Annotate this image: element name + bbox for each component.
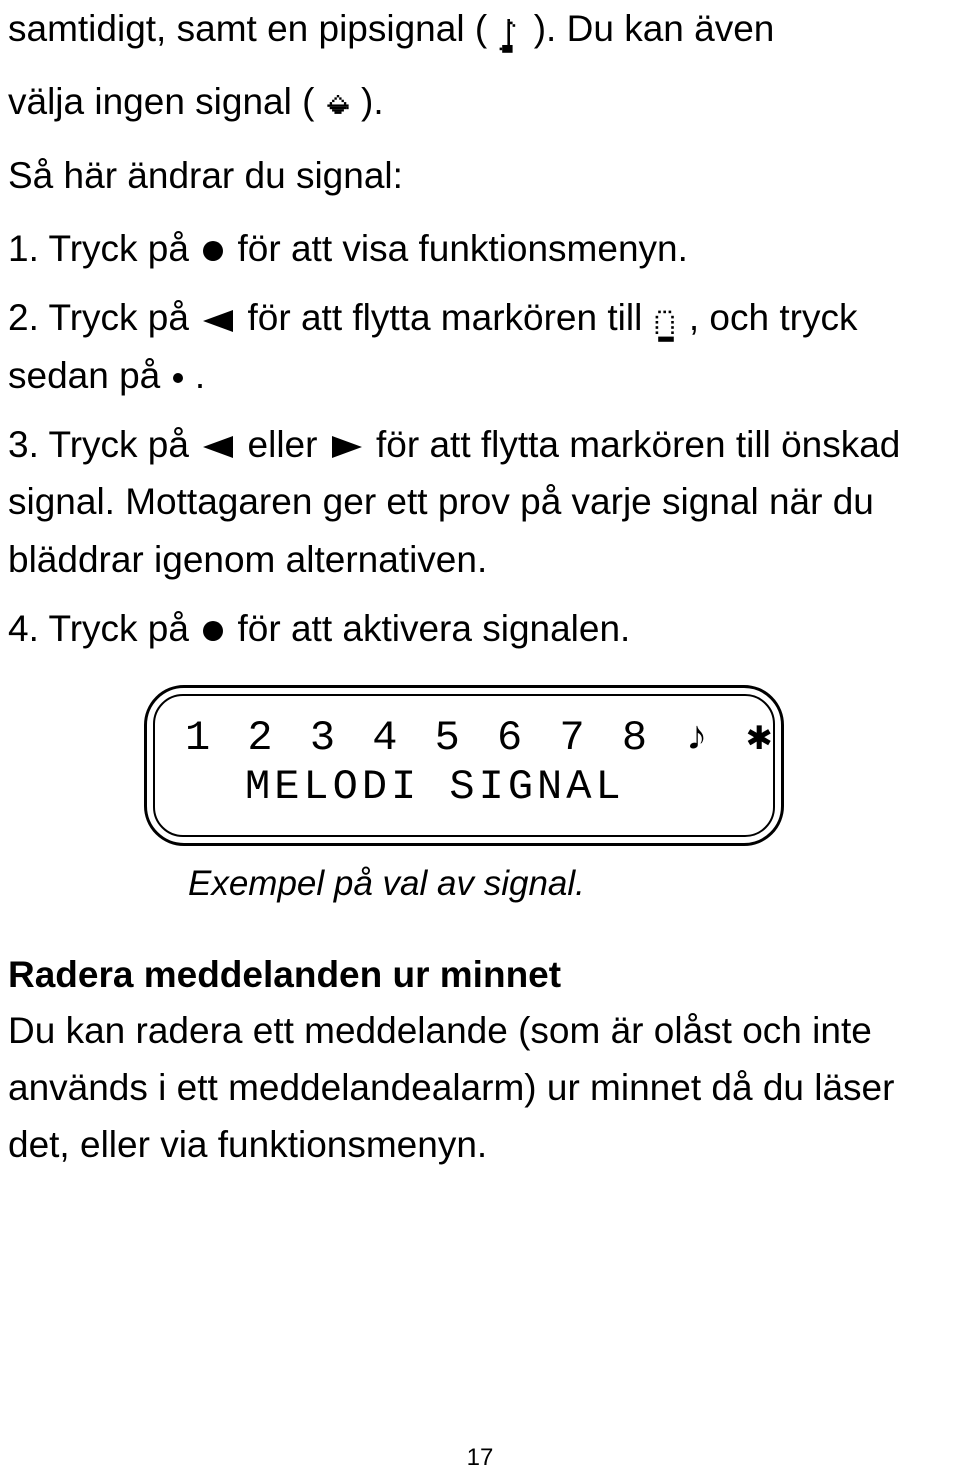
text: för att aktivera signalen. [238, 608, 631, 649]
step-2: 2. Tryck på för att flytta markören till… [8, 289, 920, 404]
section-body: Du kan radera ett meddelande (som är olå… [8, 1002, 920, 1174]
lcd-display: 1 2 3 4 5 6 7 8 ♪ ✱ MELODI SIGNAL [144, 685, 784, 845]
page-number: 17 [0, 1444, 960, 1472]
text: eller [248, 424, 328, 465]
text: 3. Tryck på [8, 424, 199, 465]
step-3: 3. Tryck på eller för att flytta marköre… [8, 416, 920, 588]
text: ). Du kan även [534, 8, 775, 49]
dot-icon [203, 621, 223, 641]
text: 1. Tryck på [8, 228, 199, 269]
text: välja ingen signal ( [8, 81, 314, 122]
lcd-row-1: 1 2 3 4 5 6 7 8 ♪ ✱ [185, 714, 743, 762]
text: ). [361, 81, 384, 122]
left-arrow-icon [203, 310, 233, 332]
step-4: 4. Tryck på för att aktivera signalen. [8, 600, 920, 657]
dot-small-icon [173, 373, 183, 383]
section-heading: Radera meddelanden ur minnet [8, 954, 920, 996]
cursor-icon [653, 304, 679, 338]
right-arrow-icon [332, 436, 362, 458]
no-signal-icon [325, 88, 351, 122]
intro-para-2: välja ingen signal ( ). [8, 73, 920, 130]
intro-para-1: samtidigt, samt en pipsignal ( ). Du kan… [8, 0, 920, 57]
text: 2. Tryck på [8, 297, 199, 338]
lcd-inner: 1 2 3 4 5 6 7 8 ♪ ✱ MELODI SIGNAL [153, 694, 775, 836]
how-title: Så här ändrar du signal: [8, 147, 920, 204]
lcd-caption: Exempel på val av signal. [188, 864, 920, 904]
lcd-row-2: MELODI SIGNAL [245, 763, 743, 811]
text: för att visa funktionsmenyn. [238, 228, 688, 269]
text: för att flytta markören till [248, 297, 653, 338]
text: samtidigt, samt en pipsignal ( [8, 8, 487, 49]
dot-icon [203, 241, 223, 261]
note-icon [497, 14, 523, 48]
left-arrow-icon [203, 436, 233, 458]
step-1: 1. Tryck på för att visa funktionsmenyn. [8, 220, 920, 277]
text: 4. Tryck på [8, 608, 199, 649]
text: . [195, 355, 205, 396]
